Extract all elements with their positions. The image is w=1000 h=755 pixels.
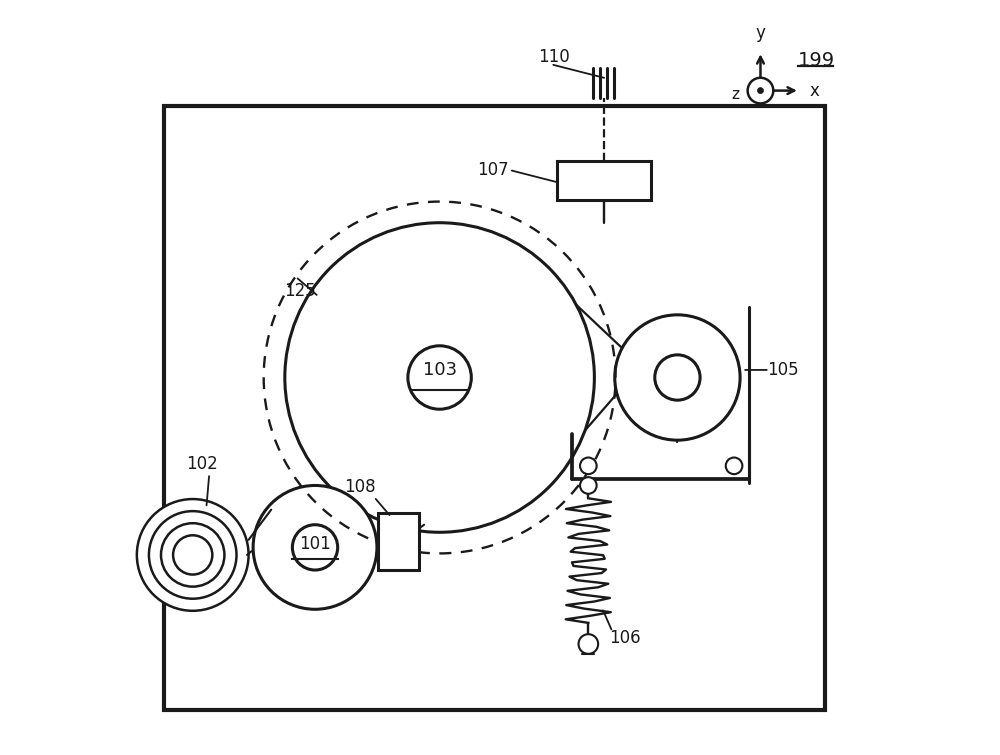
Circle shape [161,523,224,587]
Circle shape [580,458,597,474]
Text: 199: 199 [798,51,835,70]
Circle shape [292,525,338,570]
Circle shape [579,634,598,654]
Circle shape [655,355,700,400]
Text: 107: 107 [477,161,508,179]
Circle shape [149,511,237,599]
Text: 101: 101 [299,535,331,553]
Text: y: y [756,23,765,42]
Text: 125: 125 [284,282,316,300]
Circle shape [408,346,471,409]
Circle shape [253,485,377,609]
Text: 106: 106 [609,629,640,647]
Text: 103: 103 [423,361,457,379]
Text: 110: 110 [538,48,570,66]
Circle shape [748,78,773,103]
Circle shape [173,535,212,575]
Circle shape [615,315,740,440]
Circle shape [285,223,594,532]
Text: 105: 105 [767,361,799,379]
Bar [557,161,651,200]
Text: 102: 102 [186,455,218,473]
Bar [378,513,419,570]
Circle shape [580,477,597,494]
Text: x: x [810,82,819,100]
Circle shape [726,458,742,474]
Circle shape [137,499,249,611]
Bar [164,106,825,710]
Circle shape [757,88,763,94]
Text: z: z [731,87,739,102]
Text: 108: 108 [345,478,376,496]
